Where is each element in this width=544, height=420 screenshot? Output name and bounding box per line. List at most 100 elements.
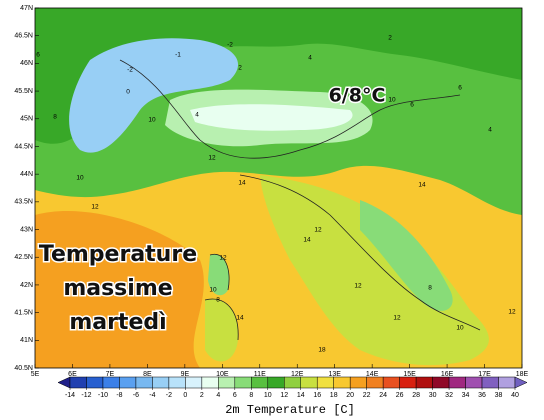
colorbar-tick-label: 2 [200,392,204,399]
colorbar-box [448,376,466,389]
colorbar-box [251,376,269,389]
colorbar-tick-label: 16 [313,392,321,399]
corsica [208,254,230,296]
contour-label: -1 [175,52,181,59]
lon-tick-label: 6E [68,371,77,378]
lat-tick-label: 43.5N [14,199,33,206]
lat-tick-label: 42N [20,282,33,289]
contour-label: 12 [354,283,362,290]
colorbar-tick-label: -2 [166,392,172,399]
colorbar-box [185,376,203,389]
overlay-text: martedì [69,310,166,335]
contour-label: 8 [216,297,220,304]
contour-label: 12 [208,155,216,162]
contour-label: -2 [227,42,233,49]
colorbar-box [152,376,170,389]
sardinia [205,299,239,362]
colorbar-tick-label: 34 [462,392,470,399]
contour-label: 8 [428,285,432,292]
colorbar-tick-label: 38 [495,392,503,399]
contour-label: 0 [126,89,130,96]
colorbar-end [514,376,528,389]
contour-label: 14 [418,182,426,189]
colorbar-box [86,376,104,389]
contour-label: 12 [219,255,227,262]
contour-label: -2 [127,67,133,74]
lat-tick-label: 46.5N [14,33,33,40]
contour-label: 2 [388,35,392,42]
colorbar-box [267,376,285,389]
contour-label: 10 [456,325,464,332]
lon-tick-label: 10E [216,371,229,378]
lon-tick-label: 5E [31,371,40,378]
contour-label: 14 [236,315,244,322]
lon-tick-label: 15E [403,371,416,378]
colorbar-tick-label: 0 [183,392,187,399]
contour-label: 14 [238,180,246,187]
lat-tick-label: 47N [20,5,33,12]
contour-label: 10 [209,287,217,294]
lon-tick-label: 12E [291,371,304,378]
colorbar-box [316,376,334,389]
lon-tick-label: 9E [181,371,190,378]
colorbar-tick-label: 28 [412,392,420,399]
colorbar-box [284,376,301,389]
colorbar-box [135,376,153,389]
lon-tick-label: 14E [366,371,379,378]
map-fields [35,8,522,368]
colorbar-box [102,376,120,389]
contour-label: 10 [148,117,156,124]
lon-tick-label: 7E [106,371,115,378]
lon-tick-label: 8E [143,371,152,378]
alps-cold [69,38,239,153]
colorbar-box [415,376,433,389]
lat-tick-label: 45.5N [14,88,33,95]
colorbar-tick-label: 36 [478,392,486,399]
lat-tick-label: 45N [20,116,33,123]
lat-tick-label: 46N [20,60,33,67]
lon-tick-label: 16E [441,371,454,378]
colorbar-box [69,376,87,389]
lat-tick-label: 43N [20,226,33,233]
colorbar-tick-label: -12 [81,392,91,399]
map-frame [34,7,523,369]
colorbar-tick-label: 20 [346,392,354,399]
contour-label: 18 [318,347,326,354]
colorbar-end [57,376,71,389]
contour-label: 4 [195,112,199,119]
colorbar-tick-label: -4 [149,392,155,399]
lon-tick-label: 11E [254,371,266,378]
colorbar-label: 2m Temperature [C] [225,403,355,417]
colorbar-tick-label: 32 [445,392,453,399]
colorbar-box [349,376,367,389]
apennines [360,200,453,311]
warm-sea [35,211,204,368]
colorbar-tick-label: 8 [249,392,253,399]
lon-tick-label: 18E [516,371,529,378]
contour-label: 6 [36,52,40,59]
colorbar-box [498,376,516,389]
colorbar-box [481,376,499,389]
colorbar-tick-label: 18 [330,392,338,399]
lat-tick-label: 42.5N [14,254,33,261]
overlay-text: Temperature [39,242,197,267]
contour-label: 6 [410,102,414,109]
lat-tick-label: 44N [20,171,33,178]
lat-tick-label: 40.5N [14,365,33,372]
lon-tick-label: 13E [328,371,341,378]
colorbar-box [168,376,186,389]
contour-label: 10 [76,175,84,182]
colorbar-tick-label: -14 [65,392,75,399]
coastline [119,59,481,341]
contour-label: 10 [388,97,396,104]
po-valley-core [190,104,353,131]
lat-tick-label: 44.5N [14,143,33,150]
contour-label: 4 [308,55,312,62]
colorbar-tick-label: 10 [264,392,272,399]
colorbar-box [399,376,417,389]
colorbar-tick-label: -10 [98,392,108,399]
colorbar-box [432,376,450,389]
overlay-text: massime [63,276,172,301]
contour-label: 12 [91,204,99,211]
